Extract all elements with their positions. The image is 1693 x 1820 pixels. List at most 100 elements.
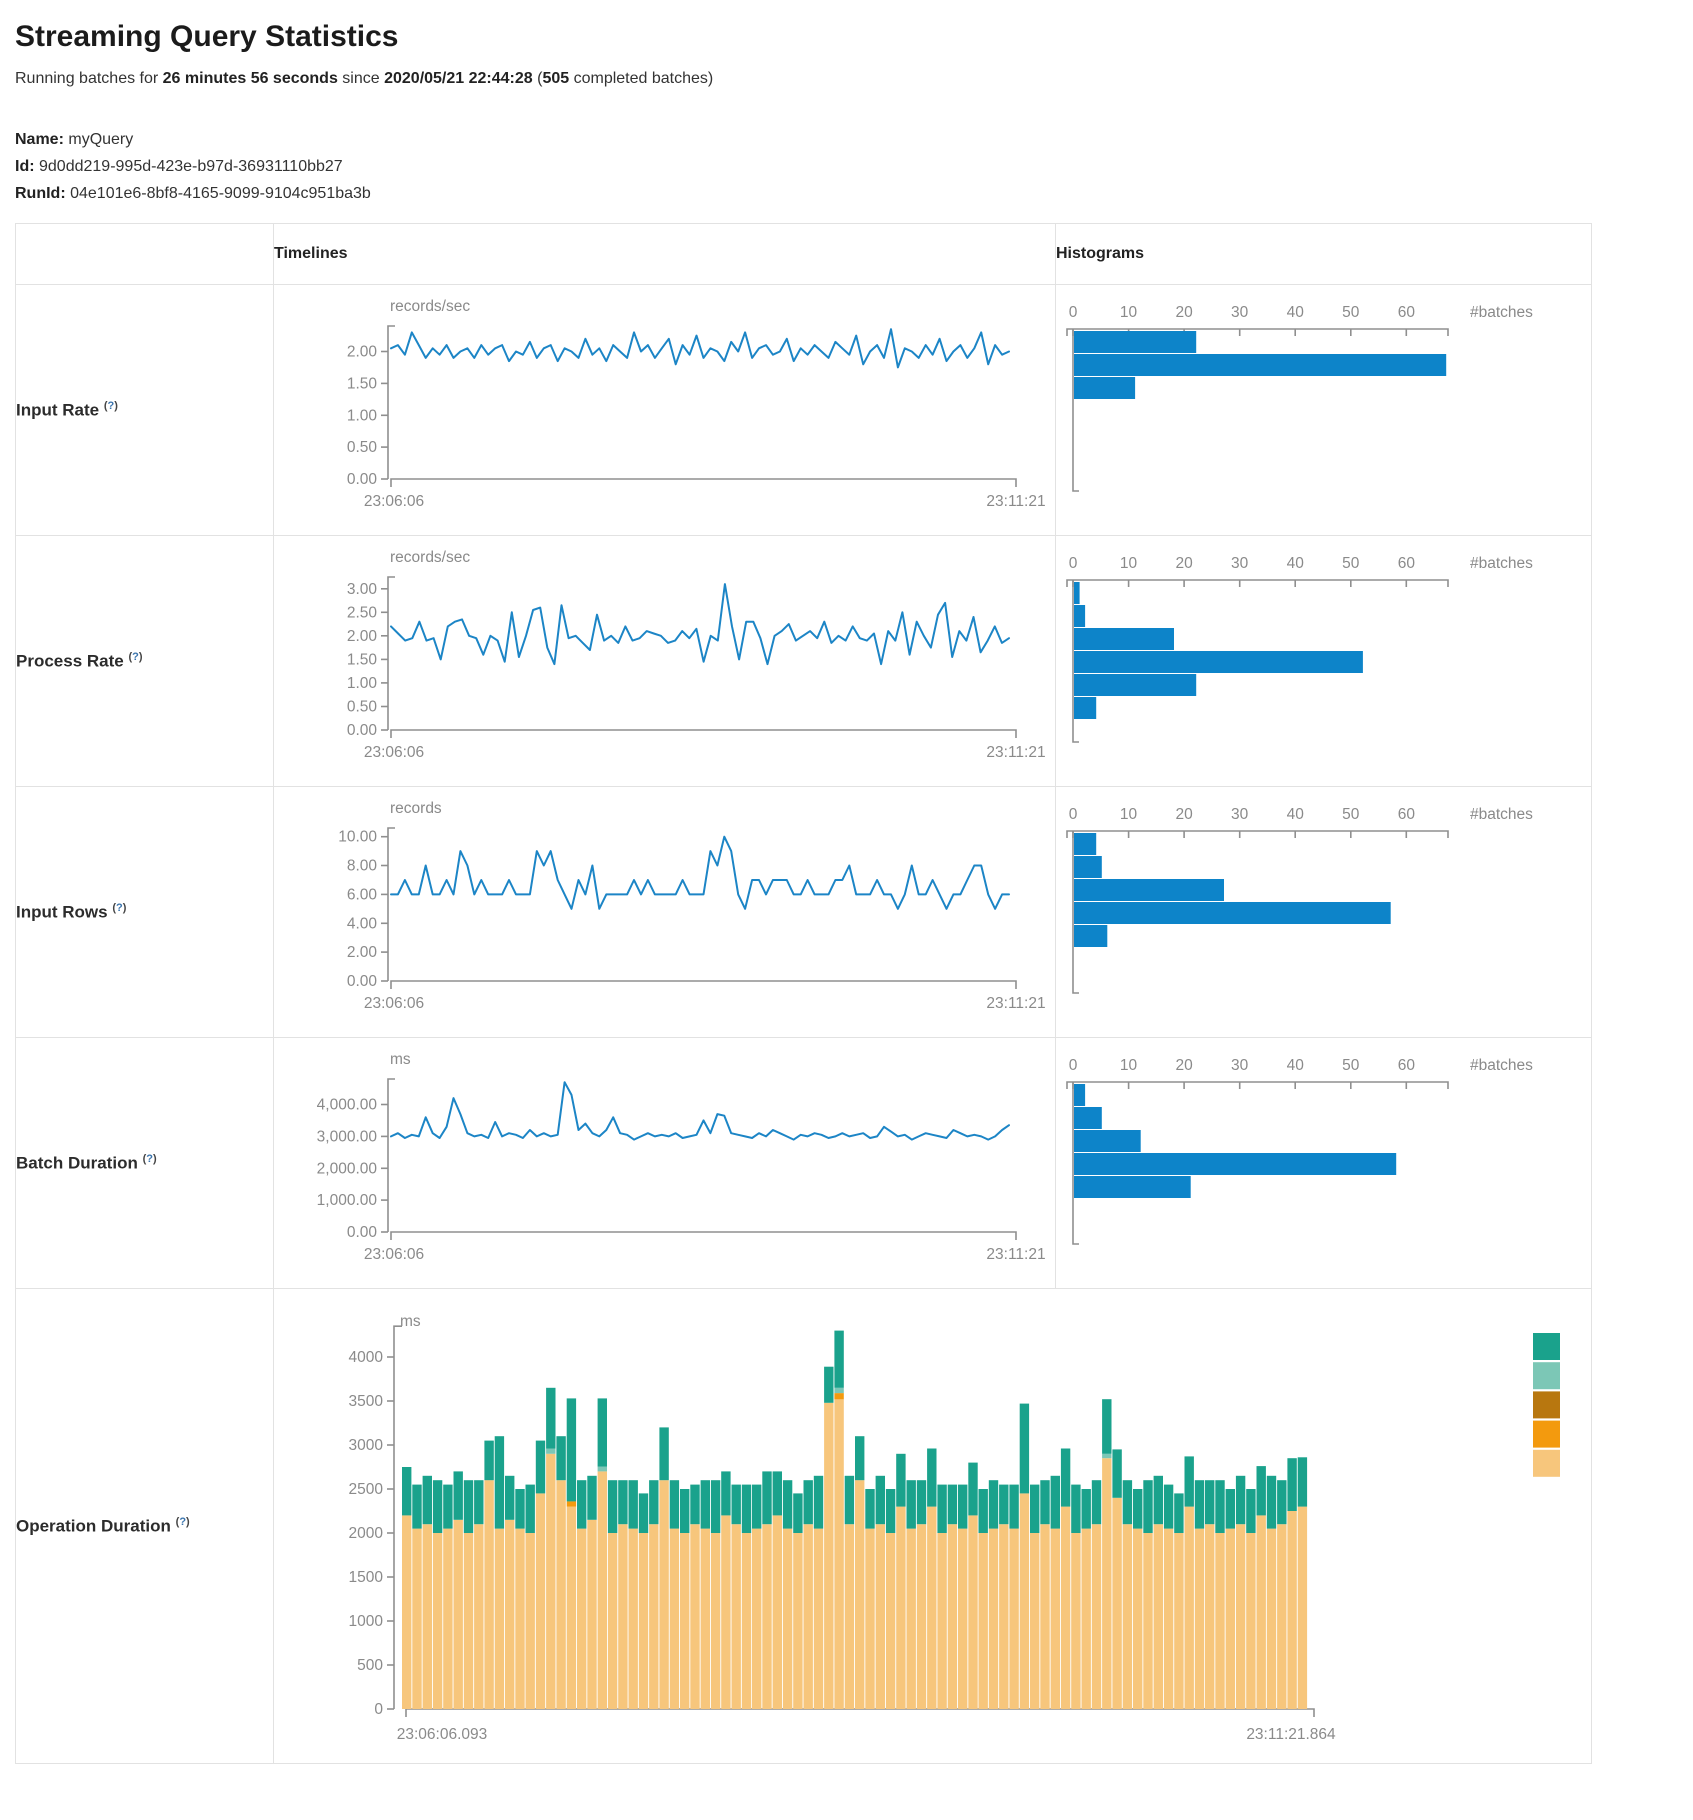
legend-swatch-orange: [1533, 1420, 1560, 1448]
svg-text:ms: ms: [390, 1051, 411, 1068]
name-label: Name:: [15, 131, 64, 148]
table-row: Batch Duration (?) ms 4,000.00 3,000.00 2,0…: [15, 1037, 1592, 1289]
svg-text:10: 10: [1120, 555, 1138, 572]
runid-value: 04e101e6-8bf8-4165-9099-9104c951ba3b: [70, 185, 371, 202]
table-header-row: Timelines Histograms: [15, 223, 1592, 285]
svg-text:0: 0: [1069, 806, 1078, 823]
input-rows-timeline-cell: records 10.00 8.00 6.00 4.00 2.00 0.00 23:06:06…: [273, 786, 1056, 1038]
since-text: since: [337, 70, 385, 87]
svg-text:0.00: 0.00: [347, 471, 378, 488]
svg-text:1,000.00: 1,000.00: [317, 1192, 378, 1209]
svg-text:3500: 3500: [349, 1393, 384, 1410]
svg-text:23:06:06: 23:06:06: [364, 995, 424, 1012]
process-rate-timeline-chart: records/sec 3.00 2.50 2.00 1.50 1.00 0.50 0.00 2…: [347, 549, 1046, 761]
svg-text:1.50: 1.50: [347, 651, 378, 668]
svg-text:records/sec: records/sec: [390, 298, 470, 315]
batch-duration-help-icon[interactable]: (?): [142, 1152, 157, 1165]
svg-text:#batches: #batches: [1470, 1057, 1533, 1074]
row-label-process-rate: Process Rate (?): [15, 535, 274, 787]
svg-text:40: 40: [1287, 304, 1305, 321]
input-rows-help-icon[interactable]: (?): [112, 901, 127, 914]
input-rate-help-icon[interactable]: (?): [103, 399, 118, 412]
svg-text:#batches: #batches: [1470, 806, 1533, 823]
svg-text:4,000.00: 4,000.00: [317, 1097, 378, 1114]
svg-text:records: records: [390, 800, 442, 817]
svg-text:20: 20: [1175, 304, 1193, 321]
svg-text:50: 50: [1342, 806, 1360, 823]
svg-text:500: 500: [357, 1657, 383, 1674]
table-row: Operation Duration (?) ms 4000 3500 3000 250…: [15, 1288, 1592, 1764]
svg-text:10: 10: [1120, 1057, 1138, 1074]
running-prefix: Running batches for: [15, 70, 163, 87]
legend-swatch-brown: [1533, 1391, 1560, 1419]
svg-text:0: 0: [374, 1701, 383, 1718]
svg-text:23:11:21: 23:11:21: [986, 1246, 1045, 1263]
svg-text:23:06:06: 23:06:06: [364, 744, 424, 761]
svg-text:3000: 3000: [349, 1437, 384, 1454]
input-rows-timeline-chart: records 10.00 8.00 6.00 4.00 2.00 0.00 23:06:06…: [338, 800, 1045, 1012]
svg-text:60: 60: [1398, 806, 1416, 823]
svg-text:60: 60: [1398, 1057, 1416, 1074]
svg-text:60: 60: [1398, 555, 1416, 572]
svg-text:30: 30: [1231, 1057, 1249, 1074]
input-rows-histogram-cell: 0 10 20 30 40 50 60 #batches: [1055, 786, 1592, 1038]
svg-text:23:06:06: 23:06:06: [364, 1246, 424, 1263]
svg-text:0.50: 0.50: [347, 698, 378, 715]
operation-duration-help-icon[interactable]: (?): [175, 1515, 190, 1528]
svg-text:0.00: 0.00: [347, 1224, 378, 1241]
svg-text:2000: 2000: [349, 1525, 384, 1542]
legend-swatch-light-teal: [1533, 1362, 1560, 1390]
id-label: Id:: [15, 158, 35, 175]
svg-text:0: 0: [1069, 304, 1078, 321]
svg-text:4.00: 4.00: [347, 915, 378, 932]
svg-text:0: 0: [1069, 1057, 1078, 1074]
process-rate-timeline-cell: records/sec 3.00 2.50 2.00 1.50 1.00 0.50 0.00 2…: [273, 535, 1056, 787]
query-runid-line: RunId: 04e101e6-8bf8-4165-9099-9104c951b…: [15, 180, 1693, 207]
svg-text:23:11:21: 23:11:21: [986, 493, 1045, 510]
start-time: 2020/05/21 22:44:28: [384, 70, 533, 87]
svg-text:1000: 1000: [349, 1613, 384, 1630]
input-rate-timeline-chart: records/sec 2.00 1.50 1.00 0.50 0.00 23:06:06 2…: [347, 298, 1046, 510]
input-rows-histogram-chart: 0 10 20 30 40 50 60 #batches: [1066, 806, 1533, 994]
query-name-line: Name: myQuery: [15, 126, 1693, 153]
running-duration: 26 minutes 56 seconds: [162, 70, 338, 87]
row-label-batch-duration: Batch Duration (?): [15, 1037, 274, 1289]
svg-text:20: 20: [1175, 555, 1193, 572]
svg-text:10: 10: [1120, 806, 1138, 823]
process-rate-histogram-chart: 0 10 20 30 40 50 60 #batches: [1066, 555, 1533, 743]
operation-duration-chart-cell: ms 4000 3500 3000 2500 2000 1500 1000 500 0 23:06:…: [273, 1288, 1592, 1764]
svg-text:0.50: 0.50: [347, 439, 378, 456]
row-label-input-rows: Input Rows (?): [15, 786, 274, 1038]
batch-duration-timeline-cell: ms 4,000.00 3,000.00 2,000.00 1,000.00 0.00 23…: [273, 1037, 1056, 1289]
header-histograms: Histograms: [1055, 223, 1592, 285]
svg-text:4000: 4000: [349, 1349, 384, 1366]
running-summary: Running batches for 26 minutes 56 second…: [15, 70, 1693, 88]
svg-text:0: 0: [1069, 555, 1078, 572]
svg-text:23:11:21: 23:11:21: [986, 995, 1045, 1012]
svg-text:50: 50: [1342, 304, 1360, 321]
paren-open: (: [532, 70, 543, 87]
svg-text:1500: 1500: [349, 1569, 384, 1586]
svg-text:23:06:06: 23:06:06: [364, 493, 424, 510]
svg-text:3,000.00: 3,000.00: [317, 1128, 378, 1145]
table-row: Input Rows (?) records 10.00 8.00 6.00 4.00 2…: [15, 786, 1592, 1038]
table-row: Input Rate (?) records/sec 2.00 1.50 1.00 0.…: [15, 284, 1592, 536]
svg-text:40: 40: [1287, 555, 1305, 572]
svg-text:#batches: #batches: [1470, 304, 1533, 321]
svg-text:20: 20: [1175, 1057, 1193, 1074]
query-id-line: Id: 9d0dd219-995d-423e-b97d-36931110bb27: [15, 153, 1693, 180]
header-blank-cell: [15, 223, 274, 285]
svg-text:30: 30: [1231, 555, 1249, 572]
input-rate-histogram-chart: 0 10 20 30 40 50 60 #batches: [1066, 304, 1533, 492]
svg-text:10.00: 10.00: [338, 829, 377, 846]
legend-swatch-tan: [1533, 1449, 1560, 1477]
completed-batches-count: 505: [542, 70, 570, 87]
svg-text:ms: ms: [400, 1313, 421, 1330]
statistics-table: Timelines Histograms Input Rate (?) reco…: [15, 223, 1592, 1764]
svg-text:50: 50: [1342, 555, 1360, 572]
batch-duration-timeline-chart: ms 4,000.00 3,000.00 2,000.00 1,000.00 0.00 23…: [317, 1051, 1046, 1263]
operation-duration-stacked-chart: ms 4000 3500 3000 2500 2000 1500 1000 500 0 23:06:…: [349, 1313, 1560, 1743]
svg-text:40: 40: [1287, 806, 1305, 823]
process-rate-help-icon[interactable]: (?): [128, 650, 143, 663]
